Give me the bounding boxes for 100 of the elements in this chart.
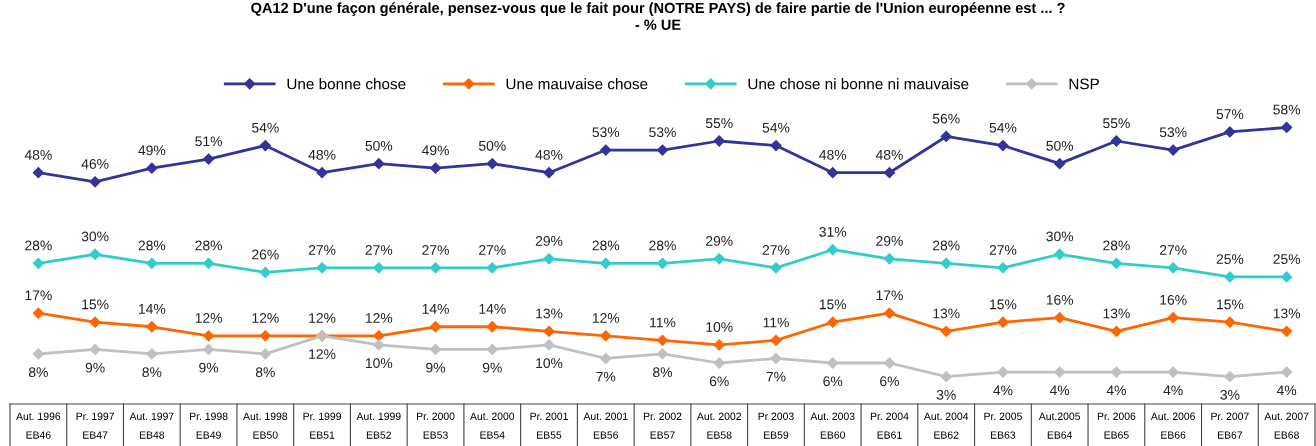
point bbox=[1281, 366, 1293, 378]
point bbox=[1054, 158, 1066, 170]
point bbox=[486, 343, 498, 356]
point bbox=[202, 343, 215, 356]
point bbox=[89, 316, 101, 328]
point bbox=[1224, 370, 1236, 383]
point bbox=[1167, 144, 1179, 156]
data-label: 16% bbox=[1160, 294, 1187, 305]
data-label: 53% bbox=[1159, 127, 1187, 138]
data-label: 55% bbox=[705, 118, 733, 129]
point bbox=[1281, 325, 1293, 337]
data-label: 49% bbox=[421, 145, 449, 156]
point bbox=[770, 262, 782, 274]
data-label: 48% bbox=[875, 149, 903, 160]
point bbox=[429, 343, 442, 356]
point bbox=[1281, 271, 1293, 283]
point bbox=[543, 253, 555, 265]
data-label: 17% bbox=[25, 290, 52, 301]
data-label: 14% bbox=[479, 304, 506, 314]
data-label: 6% bbox=[823, 376, 843, 387]
data-label: 10% bbox=[365, 358, 393, 369]
data-label: 9% bbox=[426, 362, 446, 373]
point bbox=[940, 257, 952, 269]
x-tick-label: Pr. 1998 EB49 bbox=[190, 412, 228, 439]
data-label: 49% bbox=[138, 145, 166, 156]
data-label: 27% bbox=[308, 245, 336, 255]
data-label: 27% bbox=[365, 245, 393, 255]
data-label: 53% bbox=[592, 127, 620, 138]
data-label: 29% bbox=[535, 236, 563, 246]
data-label: 9% bbox=[482, 362, 502, 373]
data-label: 13% bbox=[933, 308, 960, 319]
point bbox=[713, 339, 725, 351]
data-label: 3% bbox=[936, 389, 956, 400]
point bbox=[1224, 316, 1236, 328]
point bbox=[713, 357, 725, 369]
point bbox=[373, 262, 385, 274]
data-label: 58% bbox=[1273, 104, 1301, 115]
point bbox=[259, 330, 271, 342]
data-label: 55% bbox=[1103, 118, 1130, 129]
data-label: 9% bbox=[85, 362, 105, 373]
point bbox=[1167, 366, 1179, 378]
x-tick-label: Aut. 1996 EB46 bbox=[16, 412, 61, 439]
data-label: 16% bbox=[1046, 294, 1074, 305]
data-label: 50% bbox=[365, 140, 393, 151]
data-label: 29% bbox=[706, 236, 733, 246]
data-label: 28% bbox=[1103, 240, 1130, 251]
x-tick-label: Pr. 2006 EB65 bbox=[1097, 412, 1136, 439]
point bbox=[827, 167, 839, 179]
point bbox=[656, 257, 669, 269]
point bbox=[486, 158, 498, 170]
point bbox=[89, 248, 101, 260]
point bbox=[486, 262, 498, 274]
data-label: 30% bbox=[1046, 231, 1074, 242]
point bbox=[373, 330, 385, 342]
point bbox=[883, 307, 896, 319]
x-tick-label: Aut. 1998 EB50 bbox=[243, 412, 288, 439]
data-label: 12% bbox=[309, 313, 336, 323]
point bbox=[827, 316, 839, 328]
point bbox=[656, 144, 669, 156]
data-label: 10% bbox=[536, 358, 563, 369]
point bbox=[32, 348, 44, 360]
data-label: 48% bbox=[535, 149, 563, 160]
data-label: 17% bbox=[876, 290, 903, 301]
x-tick-label: Aut. 2007 EB68 bbox=[1264, 412, 1309, 439]
data-label: 28% bbox=[195, 240, 222, 251]
point bbox=[883, 167, 896, 179]
data-label: 25% bbox=[1273, 254, 1301, 264]
data-label: 27% bbox=[1159, 245, 1187, 255]
point bbox=[32, 167, 44, 179]
point bbox=[1167, 262, 1179, 274]
x-tick-label: Aut. 2006 EB66 bbox=[1150, 412, 1195, 439]
x-tick-label: Aut. 1997 EB48 bbox=[129, 412, 174, 439]
data-label: 27% bbox=[989, 245, 1017, 255]
data-label: 12% bbox=[252, 313, 279, 323]
point bbox=[1224, 126, 1236, 138]
data-label: 54% bbox=[762, 122, 790, 133]
data-label: 6% bbox=[709, 376, 729, 387]
data-label: 12% bbox=[365, 313, 393, 323]
point bbox=[1110, 135, 1123, 147]
point bbox=[713, 135, 725, 147]
data-label: 48% bbox=[24, 149, 52, 160]
data-label: 51% bbox=[195, 136, 222, 147]
data-label: 28% bbox=[592, 240, 620, 251]
point bbox=[600, 330, 612, 342]
data-label: 54% bbox=[989, 122, 1017, 133]
data-label: 12% bbox=[309, 349, 336, 359]
point bbox=[997, 139, 1009, 152]
data-label: 6% bbox=[880, 376, 899, 387]
data-label: 31% bbox=[819, 226, 847, 237]
point bbox=[1054, 312, 1066, 324]
point bbox=[373, 339, 385, 351]
data-label: 13% bbox=[1273, 308, 1301, 319]
point bbox=[146, 257, 158, 269]
point bbox=[32, 257, 44, 269]
point bbox=[1224, 271, 1236, 283]
legend-label: Une chose ni bonne ni mauvaise bbox=[748, 78, 969, 90]
point bbox=[600, 352, 612, 365]
point bbox=[1110, 325, 1123, 337]
x-tick-label: Pr. 1997 EB47 bbox=[76, 412, 114, 439]
data-label: 30% bbox=[81, 231, 109, 242]
